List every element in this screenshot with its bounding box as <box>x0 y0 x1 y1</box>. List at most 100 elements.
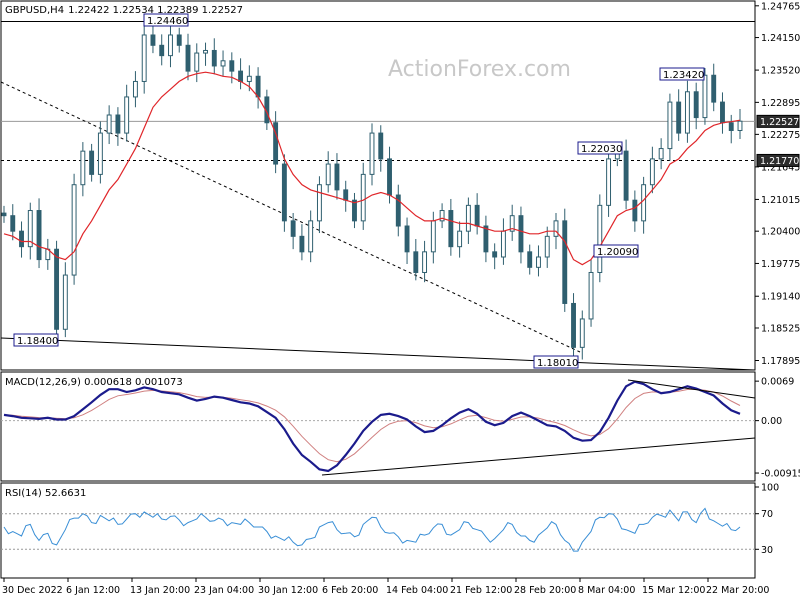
candle-body <box>597 204 603 273</box>
candle-body <box>641 184 647 222</box>
candle-body <box>395 194 401 227</box>
rsi-line-path <box>3 507 741 552</box>
macd-axis: 0.0069 0.00 -0.009158 <box>1 377 800 480</box>
candle-body <box>465 204 471 232</box>
macd-resistance-trend <box>627 379 756 399</box>
candle-body <box>352 199 357 222</box>
symbol-text: GBPUSD,H4 <box>5 5 64 16</box>
price-tick-label: 1.21015 <box>761 195 800 206</box>
candle-body <box>571 302 576 348</box>
time-tick-label: 21 Feb 12:00 <box>450 585 512 596</box>
candle-body <box>10 215 16 232</box>
price-tick-label: 1.21645 <box>761 162 800 173</box>
candle-body <box>124 96 130 134</box>
candle-body <box>1 212 7 217</box>
candle-body <box>168 34 173 57</box>
candle-body <box>290 220 296 237</box>
candle-body <box>649 158 655 186</box>
price-tick-label: 1.22275 <box>761 130 800 141</box>
candle-body <box>273 122 279 165</box>
candle-body <box>404 225 410 253</box>
candle-body <box>579 318 585 348</box>
candle-body <box>667 101 673 150</box>
candle-body <box>518 215 524 253</box>
macd-panel-frame <box>0 371 756 482</box>
price-tick-label: 1.24150 <box>761 33 800 44</box>
candle-body <box>676 101 682 134</box>
candle-body <box>378 132 384 160</box>
candle-body <box>194 52 200 72</box>
time-tick-label: 23 Jan 04:00 <box>194 585 254 596</box>
time-tick-label: 22 Mar 20:00 <box>706 585 769 596</box>
time-tick-label: 13 Jan 20:00 <box>130 585 190 596</box>
moving-average <box>3 71 741 266</box>
price-tick-label: 1.19775 <box>761 259 800 270</box>
candle-body <box>54 248 60 330</box>
price-tick-label: 1.18525 <box>761 323 800 334</box>
candle-body <box>658 148 664 160</box>
candle-body <box>509 215 515 232</box>
candle-body <box>483 225 489 253</box>
candle-body <box>492 251 498 258</box>
time-tick-label: 30 Jan 12:00 <box>258 585 318 596</box>
annotation-label: 1.20090 <box>597 247 638 258</box>
candle-body <box>387 158 392 196</box>
candle-body <box>308 220 314 253</box>
candle-body <box>632 199 638 222</box>
macd-signal-line <box>3 388 741 463</box>
annotation-box <box>13 333 59 347</box>
annotation-label: 1.18010 <box>537 358 578 369</box>
rsi-title: RSI(14) 52.6631 <box>5 488 86 499</box>
candle-body <box>106 114 112 134</box>
candle-body <box>115 114 121 134</box>
level-price-tag-text: 1.21770 <box>760 156 799 167</box>
annotation-box <box>593 244 639 258</box>
candle-body <box>89 150 95 175</box>
candle-body <box>562 220 568 304</box>
candle-body <box>36 210 42 261</box>
candle-body <box>246 75 252 82</box>
macd-tick-label: 0.00 <box>761 416 782 427</box>
candle-body <box>229 60 235 72</box>
candle-body <box>19 230 24 248</box>
candle-body <box>413 251 419 273</box>
candle-body <box>693 91 699 119</box>
macd-tick-label: 0.0069 <box>761 377 794 388</box>
candle-body <box>369 132 375 175</box>
level-price-tag-box <box>756 153 800 167</box>
candle-body <box>439 210 445 222</box>
candle-body <box>737 120 743 131</box>
candle-body <box>71 184 77 276</box>
annotation-label: 1.23420 <box>663 70 704 81</box>
candle-body <box>360 173 366 222</box>
price-tick-label: 1.23520 <box>761 66 800 77</box>
time-tick-label: 6 Jan 12:00 <box>66 585 120 596</box>
candle-body <box>588 271 594 320</box>
rsi-axis: 100 70 30 <box>1 483 779 556</box>
time-tick-label: 15 Mar 12:00 <box>642 585 705 596</box>
candle-body <box>684 91 690 134</box>
candle-body <box>422 251 428 273</box>
time-tick-label: 14 Feb 04:00 <box>386 585 448 596</box>
candle-body <box>334 163 340 191</box>
candle-body <box>141 34 147 82</box>
time-tick-label: 6 Feb 20:00 <box>322 585 378 596</box>
candle-body <box>702 74 708 119</box>
time-tick-label: 28 Feb 20:00 <box>514 585 576 596</box>
symbol-label: GBPUSD,H4 1.22422 1.22534 1.22389 1.22527 <box>5 5 243 16</box>
candle-body <box>711 74 717 103</box>
price-tick-label: 1.19140 <box>761 292 800 303</box>
rsi-line <box>3 507 741 552</box>
current-price-tag-text: 1.22527 <box>760 117 799 128</box>
candle-body <box>255 75 261 98</box>
candle-body <box>238 70 244 82</box>
candle-body <box>606 158 612 206</box>
rsi-panel-frame <box>0 482 756 579</box>
rsi-tick-label: 70 <box>761 509 773 520</box>
candle-body <box>728 122 734 131</box>
ohlc-text: 1.22422 1.22534 1.22389 1.22527 <box>68 5 243 16</box>
candles <box>1 22 743 360</box>
candle-body <box>474 204 480 227</box>
macd-lines <box>3 379 756 476</box>
annotation-label: 1.18400 <box>17 336 58 347</box>
